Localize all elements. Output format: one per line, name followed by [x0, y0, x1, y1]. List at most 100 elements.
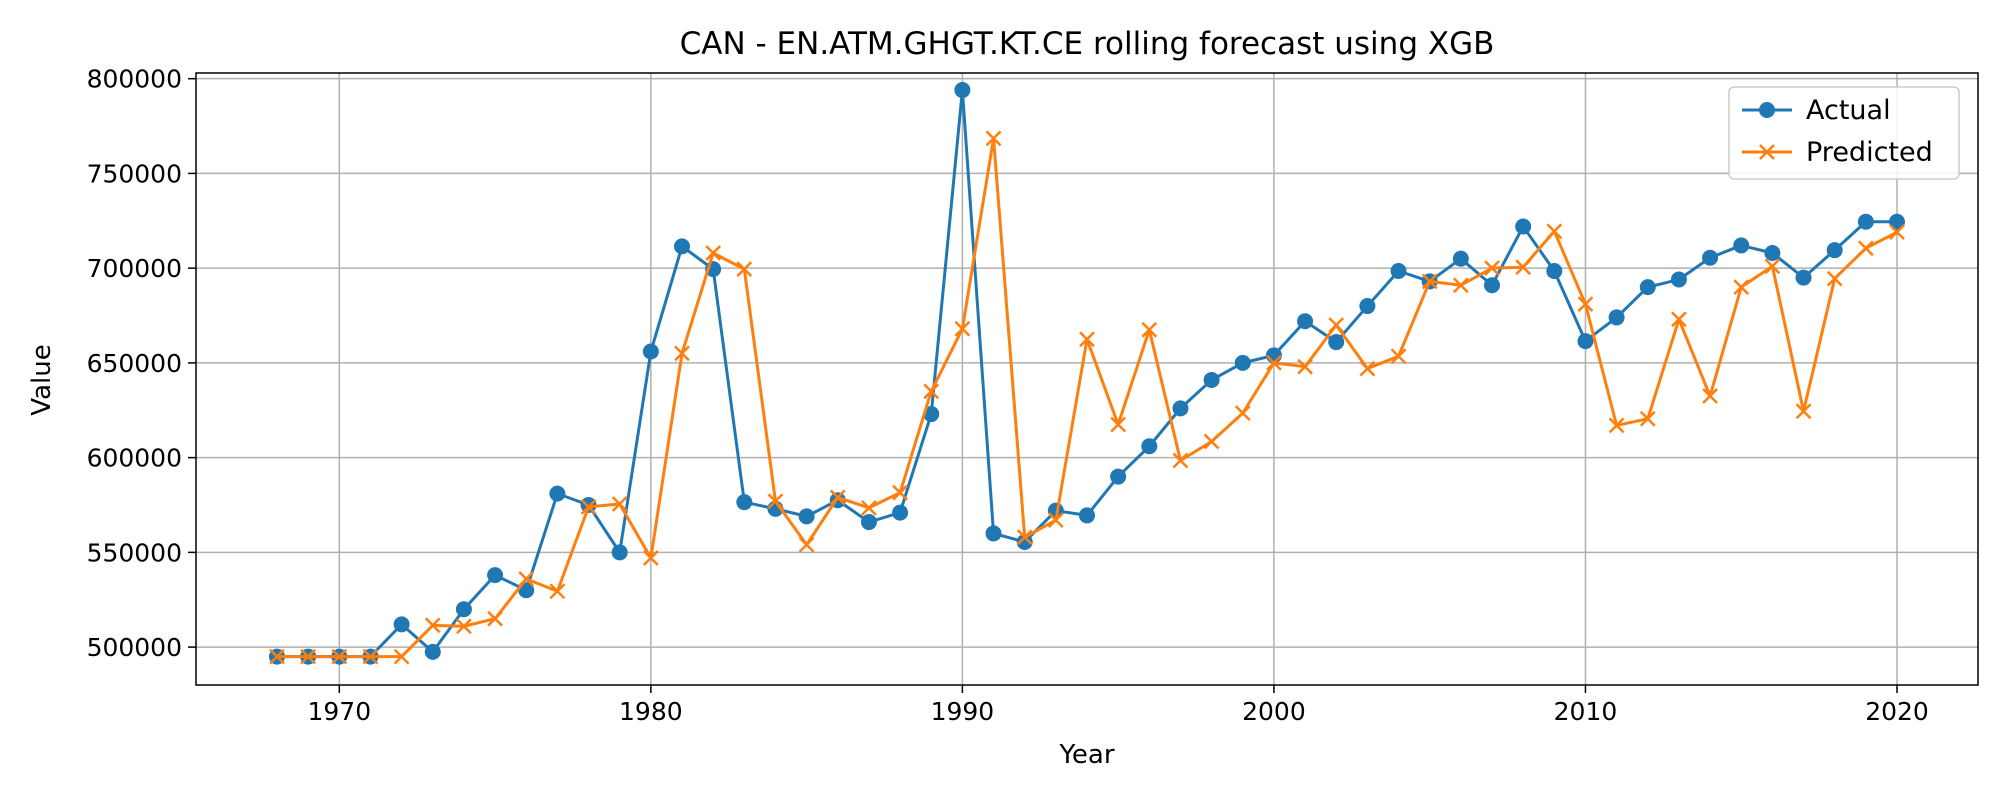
data-point-predicted — [1328, 317, 1345, 333]
data-point-actual — [1359, 298, 1376, 315]
data-point-actual — [1390, 263, 1407, 279]
x-axis-ticks: 1970 1980 1990 2000 2010 2020 — [307, 685, 1929, 726]
data-point-predicted — [1577, 296, 1594, 313]
data-point-actual — [923, 406, 940, 423]
data-point-actual — [1515, 218, 1532, 235]
data-point-actual — [798, 508, 815, 525]
data-point-predicted — [518, 571, 535, 587]
data-point-predicted — [1172, 452, 1189, 469]
data-point-actual — [1203, 371, 1220, 388]
data-point-actual — [1577, 333, 1594, 350]
data-point-actual — [1546, 263, 1563, 279]
y-tick-label: 600000 — [87, 444, 182, 473]
data-point-actual — [642, 343, 659, 360]
data-point-predicted — [1795, 403, 1812, 420]
x-tick-label: 2020 — [1865, 697, 1929, 726]
data-point-actual — [1608, 309, 1625, 326]
x-tick-label: 1990 — [931, 697, 995, 726]
data-point-predicted — [1639, 410, 1656, 427]
data-point-predicted — [549, 583, 566, 600]
data-point-predicted — [954, 320, 971, 337]
x-tick-label: 2000 — [1242, 697, 1306, 726]
data-point-predicted — [1764, 258, 1781, 275]
data-point-actual — [954, 82, 971, 99]
data-point-actual — [611, 544, 628, 561]
legend-marker-actual — [1759, 102, 1775, 118]
x-tick-label: 2010 — [1554, 697, 1618, 726]
data-point-actual — [580, 497, 597, 513]
data-point-predicted — [798, 536, 815, 553]
data-point-predicted — [1452, 277, 1469, 294]
plot-area-frame — [195, 72, 1979, 686]
data-point-predicted — [829, 489, 846, 506]
data-point-predicted — [892, 484, 908, 501]
data-point-predicted — [1110, 416, 1127, 433]
data-point-actual — [393, 616, 410, 633]
y-axis-label: Value — [27, 344, 57, 415]
data-point-predicted — [269, 648, 285, 665]
data-point-actual — [487, 567, 504, 584]
data-point-predicted — [487, 610, 503, 627]
data-point-predicted — [1079, 331, 1095, 348]
x-axis-label: Year — [1058, 740, 1114, 770]
data-point-actual — [1265, 347, 1282, 364]
data-point-actual — [1795, 269, 1812, 286]
x-tick-label: 1970 — [307, 697, 371, 726]
data-point-actual — [860, 514, 877, 531]
data-point-predicted — [1141, 321, 1158, 338]
y-tick-label: 700000 — [87, 254, 182, 283]
data-point-predicted — [1515, 259, 1532, 276]
series-actual — [269, 82, 1905, 665]
data-point-predicted — [1702, 388, 1718, 404]
data-point-predicted — [1297, 358, 1313, 375]
data-point-actual — [985, 525, 1002, 542]
y-tick-label: 500000 — [87, 633, 182, 662]
legend: Actual Predicted — [1728, 86, 1960, 180]
data-point-predicted — [861, 499, 877, 516]
data-point-predicted — [736, 261, 753, 277]
y-tick-label: 550000 — [87, 538, 182, 567]
y-axis-ticks: 500000 550000 600000 650000 700000 750000 8000… — [87, 65, 196, 662]
y-tick-label: 750000 — [87, 159, 182, 188]
data-point-actual — [736, 494, 753, 511]
data-point-actual — [1826, 242, 1843, 259]
data-point-predicted — [1234, 405, 1251, 421]
data-point-predicted — [1390, 348, 1407, 365]
data-point-predicted — [580, 499, 597, 515]
data-point-predicted — [300, 648, 317, 665]
data-point-predicted — [1608, 417, 1625, 434]
data-point-actual — [1670, 271, 1687, 288]
legend-marker-predicted — [1759, 144, 1775, 160]
data-point-predicted — [1889, 224, 1905, 241]
data-point-predicted — [923, 383, 940, 400]
data-point-predicted — [1484, 260, 1500, 277]
data-point-predicted — [1047, 512, 1064, 529]
data-point-actual — [1764, 245, 1781, 261]
data-point-predicted — [331, 648, 348, 665]
data-point-predicted — [642, 550, 659, 566]
data-point-predicted — [1421, 273, 1438, 290]
data-point-actual — [674, 238, 690, 255]
data-point-actual — [1639, 279, 1656, 296]
data-point-predicted — [611, 496, 628, 512]
data-point-actual — [892, 504, 909, 521]
data-point-predicted — [393, 648, 410, 665]
data-point-predicted — [456, 618, 472, 635]
data-point-actual — [1857, 213, 1874, 230]
data-point-actual — [549, 485, 566, 502]
data-point-actual — [1110, 468, 1127, 485]
data-point-actual — [1172, 400, 1189, 417]
data-point-predicted — [767, 493, 784, 510]
data-point-predicted — [1266, 355, 1282, 371]
data-point-predicted — [1546, 223, 1563, 240]
legend-label-predicted: Predicted — [1806, 137, 1933, 168]
chart-title: CAN - EN.ATM.GHGT.KT.CE rolling forecast… — [680, 26, 1495, 62]
data-point-actual — [1016, 533, 1033, 550]
data-point-actual — [1234, 354, 1251, 371]
data-point-actual — [1141, 438, 1158, 455]
data-point-actual — [1733, 237, 1750, 254]
data-point-predicted — [985, 130, 1002, 147]
y-tick-label: 800000 — [87, 65, 182, 94]
data-point-actual — [1079, 507, 1095, 524]
